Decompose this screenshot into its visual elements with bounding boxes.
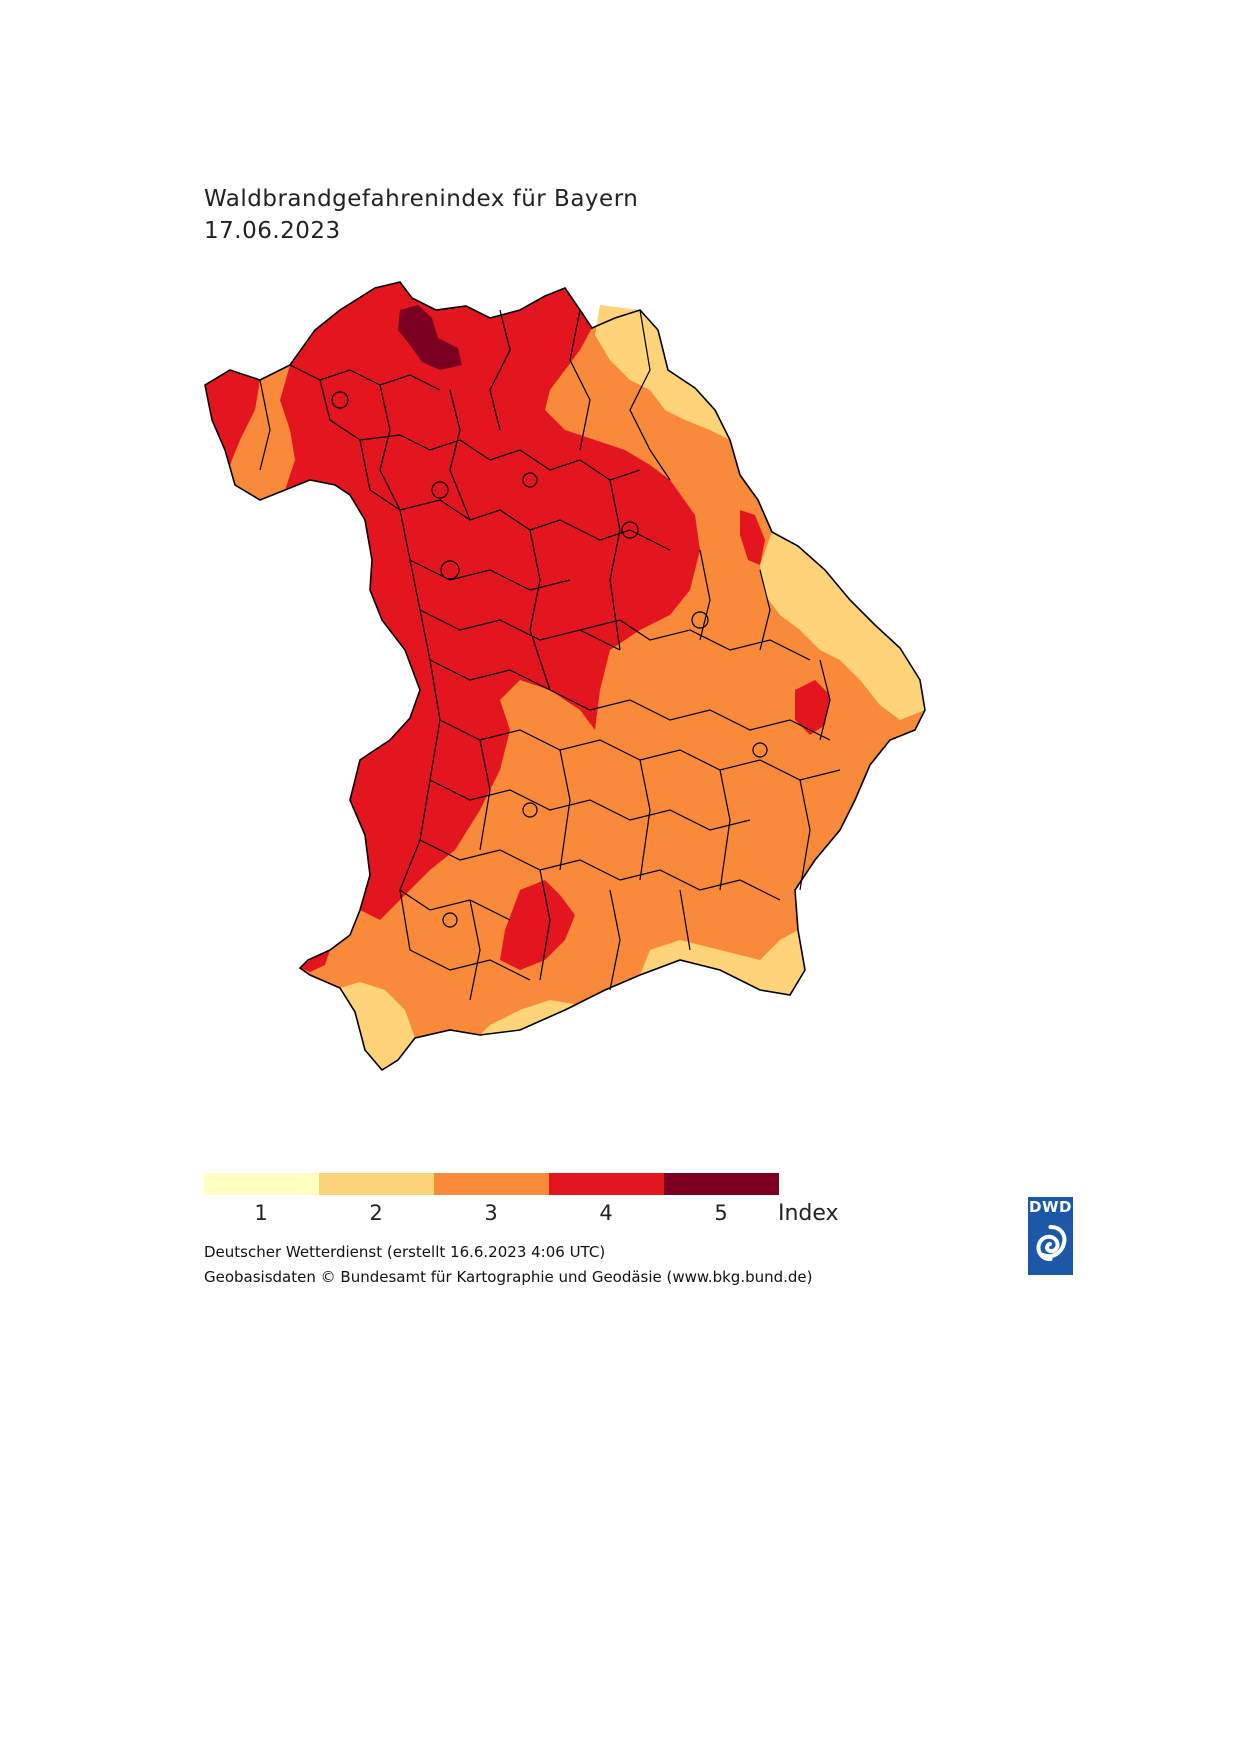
map-zone-class-4-east-strip <box>740 510 765 565</box>
credit-line-geobasis: Geobasisdaten © Bundesamt für Kartograph… <box>204 1268 813 1286</box>
map-zone-class-4-alps-spot <box>300 950 330 972</box>
credits: Deutscher Wetterdienst (erstellt 16.6.20… <box>204 1240 813 1290</box>
dwd-swirl-icon <box>1036 1225 1067 1261</box>
map-zone-class-4-main <box>280 282 700 920</box>
legend-label-5: 5 <box>714 1201 728 1225</box>
map-title: Waldbrandgefahrenindex für Bayern <box>204 186 639 212</box>
map-zone-class-2-northeast <box>595 305 730 440</box>
legend-swatch-2 <box>319 1173 434 1195</box>
legend-swatch-4 <box>549 1173 664 1195</box>
map-zone-class-4-northwest <box>205 370 260 465</box>
map-zone-class-2-alps <box>480 1000 580 1035</box>
legend-swatch-5 <box>664 1173 779 1195</box>
legend-label-4: 4 <box>599 1201 613 1225</box>
legend: 1 2 3 4 5 Index <box>204 1173 864 1233</box>
dwd-logo: DWD <box>1028 1197 1073 1275</box>
map-zone-class-2-south <box>340 982 415 1070</box>
map-title-block: Waldbrandgefahrenindex für Bayern 17.06.… <box>204 183 638 247</box>
map-zone-class-5 <box>398 305 462 370</box>
map-zone-class-4-south <box>500 880 575 970</box>
legend-unit-label: Index <box>778 1201 839 1226</box>
legend-label-1: 1 <box>254 1201 268 1225</box>
legend-swatch-3 <box>434 1173 549 1195</box>
map-date: 17.06.2023 <box>204 218 341 244</box>
map-zone-class-2-southeast <box>640 930 805 995</box>
legend-color-bar <box>204 1173 779 1195</box>
bavaria-fire-index-map <box>204 281 926 1072</box>
legend-label-3: 3 <box>484 1201 498 1225</box>
dwd-logo-text: DWD <box>1029 1198 1072 1216</box>
map-zone-class-4-east-spot <box>795 680 830 735</box>
map-zone-class-2-east <box>760 532 925 720</box>
legend-label-2: 2 <box>369 1201 383 1225</box>
district-boundaries <box>204 281 926 1072</box>
legend-swatch-1 <box>204 1173 319 1195</box>
credit-line-dwd: Deutscher Wetterdienst (erstellt 16.6.20… <box>204 1243 606 1261</box>
